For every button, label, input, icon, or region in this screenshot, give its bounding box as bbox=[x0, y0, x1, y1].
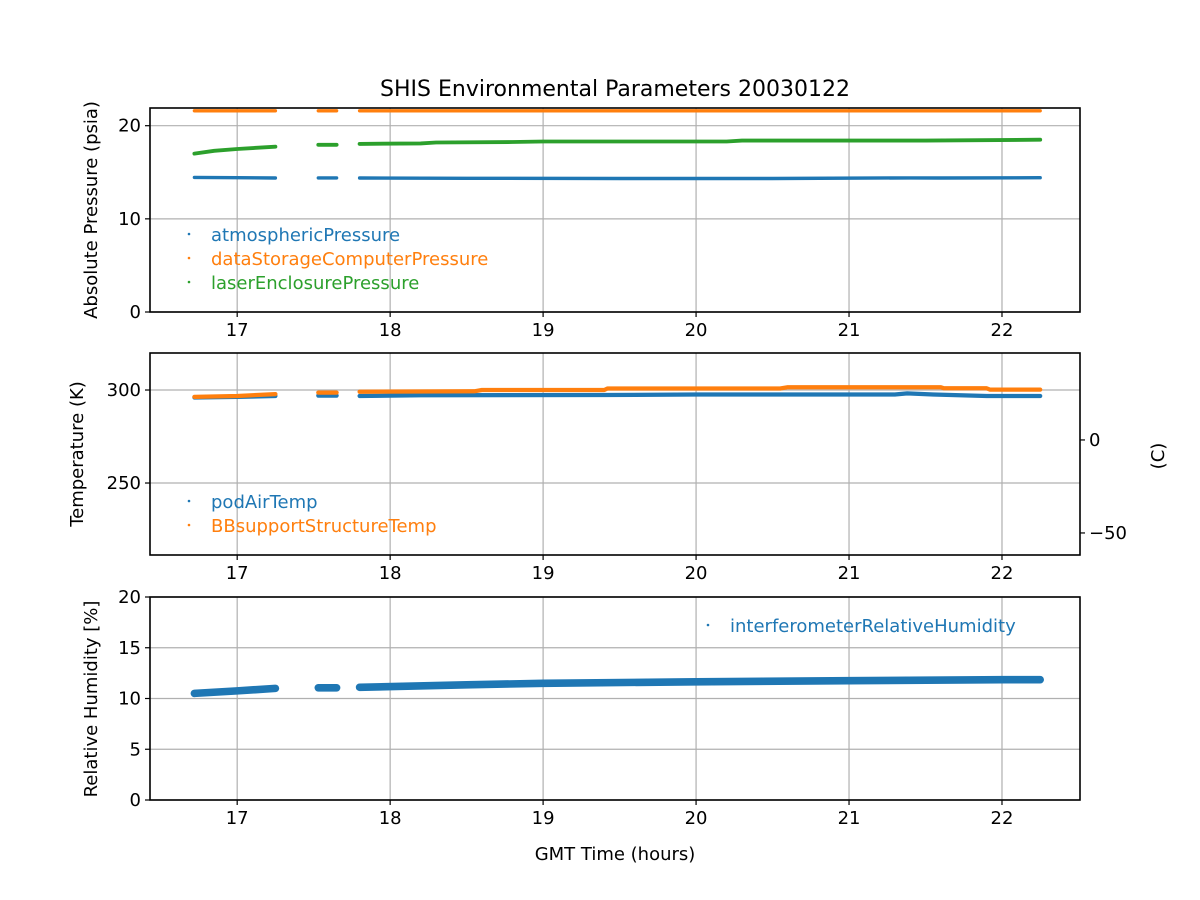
legend-label: dataStorageComputerPressure bbox=[211, 249, 488, 270]
x-tick-label: 22 bbox=[991, 808, 1014, 829]
humidity-ylabel: Relative Humidity [%] bbox=[81, 601, 102, 798]
y-tick-label: 20 bbox=[118, 587, 141, 608]
x-tick-label: 20 bbox=[685, 808, 708, 829]
x-tick-label: 17 bbox=[226, 563, 249, 584]
series-interferometerRelativeHumidity bbox=[190, 684, 280, 698]
series-interferometerRelativeHumidity bbox=[355, 675, 1044, 692]
y-tick-label: 0 bbox=[130, 790, 141, 811]
x-tick-label: 18 bbox=[379, 808, 402, 829]
y-tick-label: 5 bbox=[130, 739, 141, 760]
time-xlabel: GMT Time (hours) bbox=[535, 844, 696, 865]
legend-marker bbox=[187, 232, 191, 236]
series-atmosphericPressure bbox=[357, 176, 1042, 181]
x-tick-label: 18 bbox=[379, 563, 402, 584]
legend-marker bbox=[187, 256, 191, 260]
legend-marker bbox=[187, 280, 191, 284]
celsius-ylabel: (C) bbox=[1148, 443, 1169, 470]
series-podAirTemp bbox=[357, 391, 1043, 399]
series-BBsupportStructureTemp bbox=[357, 385, 1043, 394]
temperature-axes: Temperature (K) (C) 17 18 19 20 21 22 250 300 0 −… bbox=[67, 352, 1169, 584]
y-tick-label: 10 bbox=[118, 209, 141, 230]
x-tick-label: 22 bbox=[991, 563, 1014, 584]
y-tick-label: 20 bbox=[118, 116, 141, 137]
legend-marker bbox=[187, 499, 191, 503]
y2-tick-label: −50 bbox=[1089, 523, 1127, 544]
legend-label: atmosphericPressure bbox=[211, 225, 400, 246]
pressure-ylabel: Absolute Pressure (psia) bbox=[81, 101, 102, 319]
legend-marker bbox=[187, 523, 191, 527]
y-tick-label: 15 bbox=[118, 638, 141, 659]
x-tick-label: 20 bbox=[685, 320, 708, 341]
axes-frame bbox=[149, 352, 1081, 556]
x-tick-label: 19 bbox=[532, 320, 555, 341]
y-tick-label: 250 bbox=[107, 473, 141, 494]
temperature-ylabel: Temperature (K) bbox=[67, 381, 88, 528]
x-tick-label: 21 bbox=[838, 563, 861, 584]
y-tick-label: 10 bbox=[118, 689, 141, 710]
x-tick-label: 21 bbox=[838, 320, 861, 341]
axes-frame bbox=[149, 107, 1081, 313]
x-tick-label: 17 bbox=[226, 320, 249, 341]
x-tick-label: 22 bbox=[991, 320, 1014, 341]
series-laserEnclosurePressure bbox=[192, 144, 278, 156]
pressure-axes: Absolute Pressure (psia) 17 18 19 20 21 22 0 10… bbox=[81, 101, 1081, 341]
y-tick-label: 300 bbox=[107, 380, 141, 401]
x-tick-label: 18 bbox=[379, 320, 402, 341]
series-atmosphericPressure bbox=[192, 175, 278, 180]
x-tick-label: 21 bbox=[838, 808, 861, 829]
legend-marker bbox=[706, 623, 710, 627]
x-tick-label: 19 bbox=[532, 563, 555, 584]
series-BBsupportStructureTemp bbox=[192, 391, 278, 400]
series-laserEnclosurePressure bbox=[357, 137, 1043, 146]
legend-label: laserEnclosurePressure bbox=[211, 273, 419, 294]
x-tick-label: 20 bbox=[685, 563, 708, 584]
chart-title: SHIS Environmental Parameters 20030122 bbox=[380, 77, 850, 102]
legend-label: podAirTemp bbox=[211, 492, 318, 513]
legend-label: BBsupportStructureTemp bbox=[211, 516, 437, 537]
y-tick-label: 0 bbox=[130, 302, 141, 323]
humidity-axes: Relative Humidity [%] GMT Time (hours) 1… bbox=[81, 587, 1081, 865]
legend-label: interferometerRelativeHumidity bbox=[730, 616, 1016, 637]
x-tick-label: 19 bbox=[532, 808, 555, 829]
x-tick-label: 17 bbox=[226, 808, 249, 829]
y2-tick-label: 0 bbox=[1089, 430, 1100, 451]
